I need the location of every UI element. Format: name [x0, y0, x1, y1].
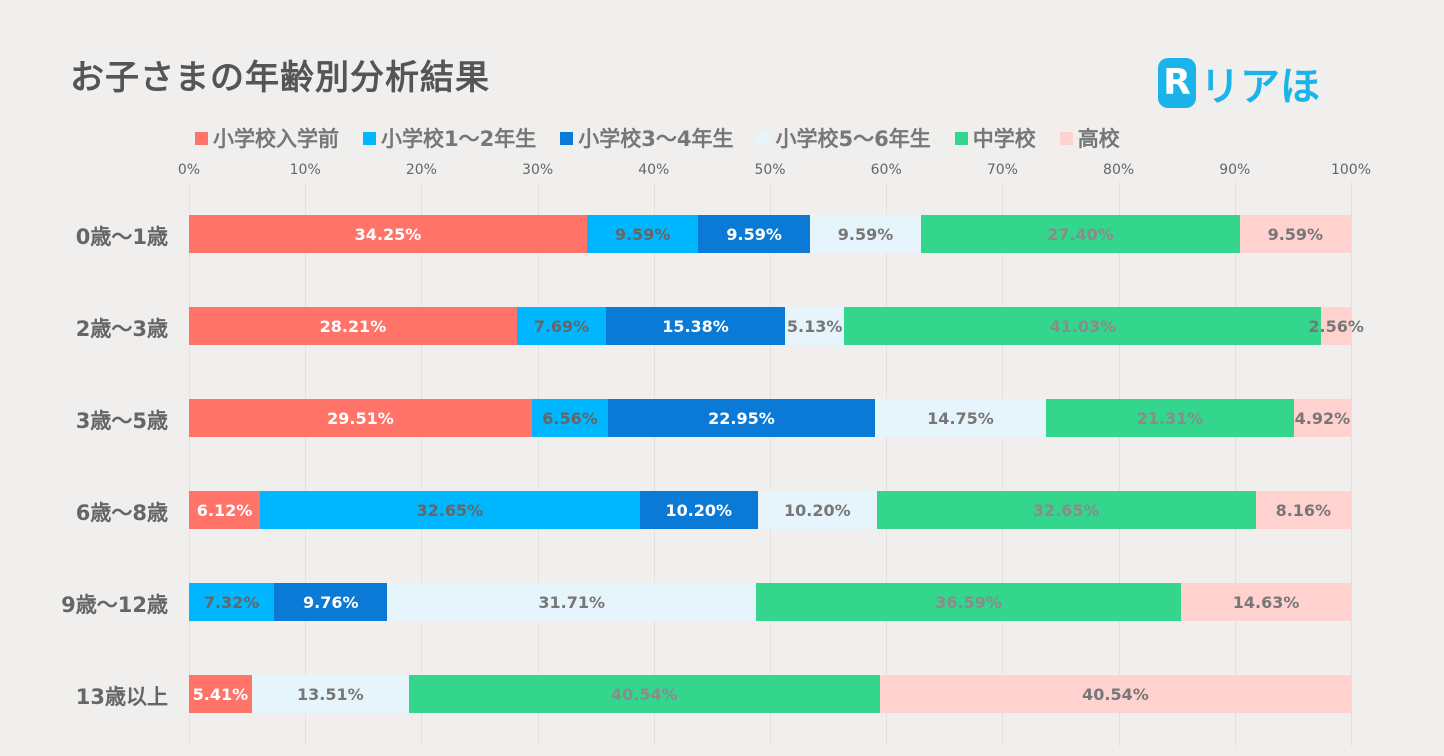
riaho-logo: R リアほ — [1158, 54, 1320, 112]
gridline — [1235, 182, 1236, 746]
category-label: 3歳〜5歳 — [75, 409, 168, 433]
bar-segment: 36.59% — [755, 583, 1182, 621]
x-tick-label: 0% — [177, 162, 201, 178]
x-tick-label: 70% — [986, 162, 1018, 178]
bar-segment: 9.59% — [698, 215, 810, 253]
bar-segment: 5.41% — [189, 675, 252, 713]
legend-item: 小学校1〜2年生 — [363, 123, 536, 153]
x-tick-label: 80% — [1103, 162, 1135, 178]
legend-item: 高校 — [1059, 123, 1120, 153]
legend-label: 小学校1〜2年生 — [381, 127, 537, 151]
legend-swatch — [195, 131, 208, 145]
bar-segment: 6.56% — [531, 399, 609, 437]
x-tick-label: 10% — [289, 162, 321, 178]
legend-swatch — [757, 131, 771, 145]
x-tick-label: 30% — [522, 162, 554, 178]
bar-segment: 9.59% — [1239, 215, 1351, 253]
bar-segment: 9.59% — [586, 215, 699, 253]
bar-segment: 34.25% — [189, 215, 587, 253]
bar-segment: 15.38% — [606, 307, 785, 345]
bar-segment: 21.31% — [1046, 399, 1294, 437]
category-label: 0歳〜1歳 — [75, 225, 168, 249]
bar-segment: 22.95% — [608, 399, 875, 437]
legend-label: 小学校5〜6年生 — [775, 127, 931, 151]
category-label: 6歳〜8歳 — [75, 501, 168, 525]
category-label: 2歳〜3歳 — [75, 317, 168, 341]
bar-segment: 40.54% — [408, 675, 880, 713]
legend-swatch — [363, 131, 376, 145]
gridline — [305, 182, 306, 746]
x-tick-label: 40% — [638, 162, 670, 178]
logo-text: リアほ — [1200, 64, 1320, 110]
gridline — [770, 182, 771, 746]
bar-segment: 14.75% — [874, 399, 1047, 437]
gridline — [886, 182, 887, 746]
bar-segment: 31.71% — [387, 583, 756, 621]
x-tick-label: 100% — [1330, 162, 1372, 178]
legend-label: 小学校3〜4年生 — [578, 127, 734, 151]
bar-segment: 9.59% — [809, 215, 922, 253]
category-label: 9歳〜12歳 — [61, 593, 168, 617]
legend-label: 高校 — [1077, 127, 1120, 151]
x-tick-label: 90% — [1219, 162, 1251, 178]
bar-segment: 41.03% — [844, 307, 1322, 345]
x-tick-label: 60% — [870, 162, 902, 178]
legend-label: 中学校 — [972, 127, 1036, 151]
gridline — [1119, 182, 1120, 746]
bar-segment: 40.54% — [879, 675, 1351, 713]
bar-segment: 2.56% — [1308, 307, 1364, 345]
chart-title: お子さまの年齢別分析結果 — [70, 58, 490, 98]
gridline — [1002, 182, 1003, 746]
legend-item: 中学校 — [954, 123, 1036, 153]
bar-segment: 9.76% — [274, 583, 388, 621]
legend-label: 小学校入学前 — [213, 127, 339, 151]
bar-segment: 5.13% — [784, 307, 845, 345]
bar-segment: 32.65% — [260, 491, 640, 529]
legend-item: 小学校入学前 — [195, 123, 339, 153]
gridline — [538, 182, 539, 746]
chart-legend: 小学校入学前 小学校1〜2年生 小学校3〜4年生 小学校5〜6年生 中学校 高校 — [195, 124, 1144, 152]
x-tick-label: 50% — [754, 162, 786, 178]
bar-segment: 29.51% — [189, 399, 532, 437]
legend-item: 小学校3〜4年生 — [560, 123, 733, 153]
bar-segment: 28.21% — [189, 307, 517, 345]
legend-swatch — [560, 131, 574, 145]
legend-swatch — [954, 131, 968, 145]
bar-segment: 32.65% — [876, 491, 1256, 529]
logo-mark: R — [1158, 58, 1196, 108]
bar-segment: 10.20% — [758, 491, 877, 529]
gridline — [421, 182, 422, 746]
bar-segment: 6.12% — [189, 491, 261, 529]
bar-segment: 13.51% — [251, 675, 409, 713]
bar-segment: 10.20% — [639, 491, 759, 529]
bar-segment: 4.92% — [1293, 399, 1351, 437]
gridline — [1351, 182, 1352, 746]
bar-segment: 7.32% — [189, 583, 275, 621]
bar-segment: 8.16% — [1255, 491, 1351, 529]
bar-segment: 14.63% — [1181, 583, 1351, 621]
category-label: 13歳以上 — [75, 685, 168, 709]
x-tick-label: 20% — [405, 162, 437, 178]
legend-item: 小学校5〜6年生 — [757, 123, 931, 153]
bar-segment: 27.40% — [921, 215, 1240, 253]
gridline — [654, 182, 655, 746]
gridline — [189, 182, 190, 746]
bar-segment: 7.69% — [516, 307, 607, 345]
legend-swatch — [1059, 131, 1073, 145]
